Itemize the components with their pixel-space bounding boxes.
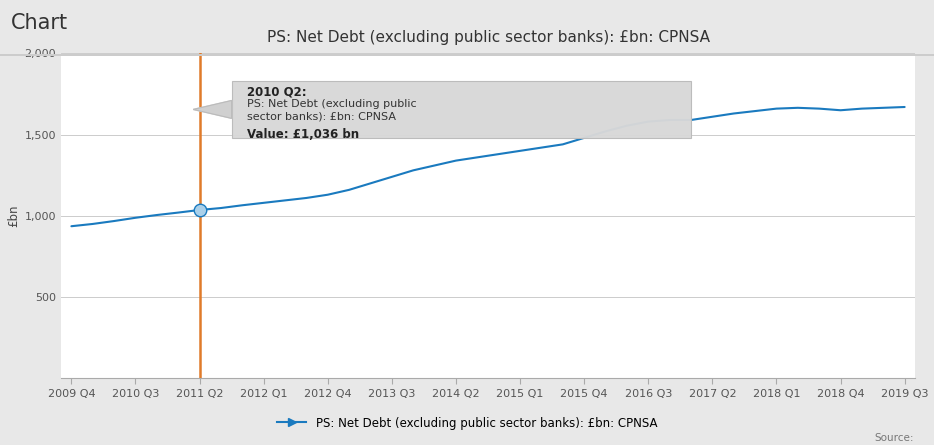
Title: PS: Net Debt (excluding public sector banks): £bn: CPNSA: PS: Net Debt (excluding public sector ba… [266, 30, 710, 45]
Text: Value: £1,036 bn: Value: £1,036 bn [247, 128, 359, 141]
Legend: PS: Net Debt (excluding public sector banks): £bn: CPNSA: PS: Net Debt (excluding public sector ba… [272, 412, 662, 435]
Text: Chart: Chart [11, 13, 68, 33]
Text: PS: Net Debt (excluding public: PS: Net Debt (excluding public [247, 99, 417, 109]
Polygon shape [193, 101, 232, 118]
Text: sector banks): £bn: CPNSA: sector banks): £bn: CPNSA [247, 112, 396, 122]
FancyBboxPatch shape [232, 81, 691, 138]
Text: Source:: Source: [874, 433, 913, 443]
Text: 2010 Q2:: 2010 Q2: [247, 86, 306, 99]
Y-axis label: £bn: £bn [7, 205, 20, 227]
